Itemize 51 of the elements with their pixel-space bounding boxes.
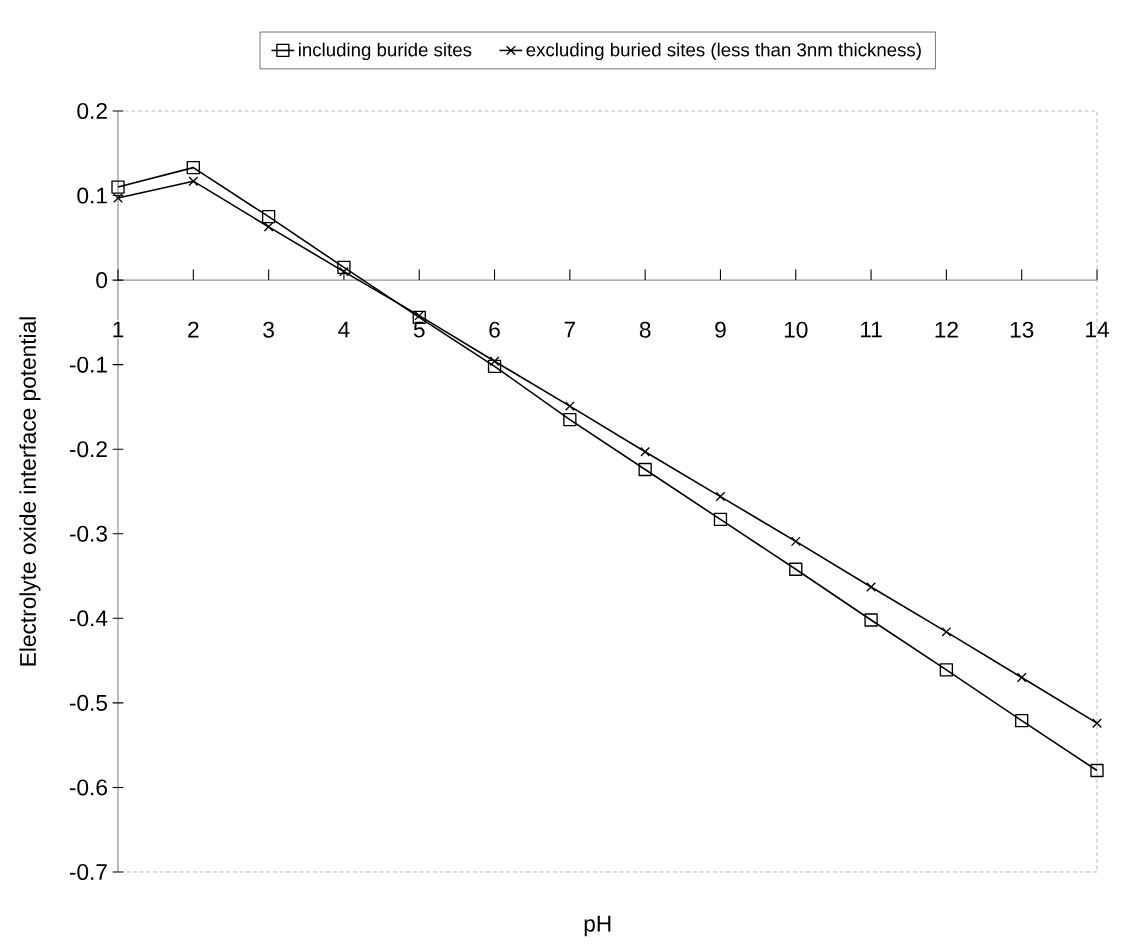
point [1015,713,1029,728]
x-tick-label: 13 [1010,321,1034,338]
point [563,412,577,427]
x-tick-label: 7 [564,321,576,338]
point [789,562,803,576]
x-tick-label: 8 [639,321,651,338]
x-axis-title: pH [584,915,611,937]
y-tick-label: 0.1 [77,187,107,204]
point [713,512,728,527]
point [864,613,878,627]
point [186,160,200,175]
point [188,176,199,187]
y-tick-label: -0.4 [69,610,108,627]
point [790,536,801,547]
point [487,359,502,374]
x-tick-label: 11 [861,321,882,338]
point [941,626,952,637]
x-tick-label: 9 [715,321,726,338]
point [113,193,123,203]
y-tick-label: -0.5 [69,694,107,711]
y-axis-title: Electrolyte oxide interface potential [19,317,41,666]
x-tick-label: 6 [489,321,500,338]
point [564,401,575,411]
x-tick-label: 4 [338,321,350,338]
point [1016,672,1027,683]
legend-label: including buride sites [298,42,472,61]
y-tick-label: -0.6 [69,779,107,796]
x-tick-label: 2 [188,321,199,338]
point [1092,718,1102,729]
y-tick-label: 0.2 [77,102,107,120]
x-tick-label: 3 [263,321,274,338]
x-tick-label: 10 [784,321,808,338]
y-tick-label: -0.7 [69,863,107,881]
y-tick-label: -0.2 [69,441,107,458]
y-tick-label: -0.3 [69,525,107,542]
point [111,180,125,194]
x-tick-label: 12 [935,321,958,338]
y-tick-label: -0.1 [69,356,107,373]
point [640,446,651,457]
point [261,210,276,224]
x-tick-label: 14 [1086,321,1109,338]
point [715,491,726,502]
y-tick-label: 0 [96,272,108,289]
legend-label: excluding buried sites (less than 3nm thickness) [526,42,921,61]
point [939,663,954,677]
point [1090,763,1104,778]
point [638,462,652,477]
point [337,260,351,275]
x-tick-label: 1 [113,321,124,338]
point [866,582,876,592]
point [489,356,500,367]
